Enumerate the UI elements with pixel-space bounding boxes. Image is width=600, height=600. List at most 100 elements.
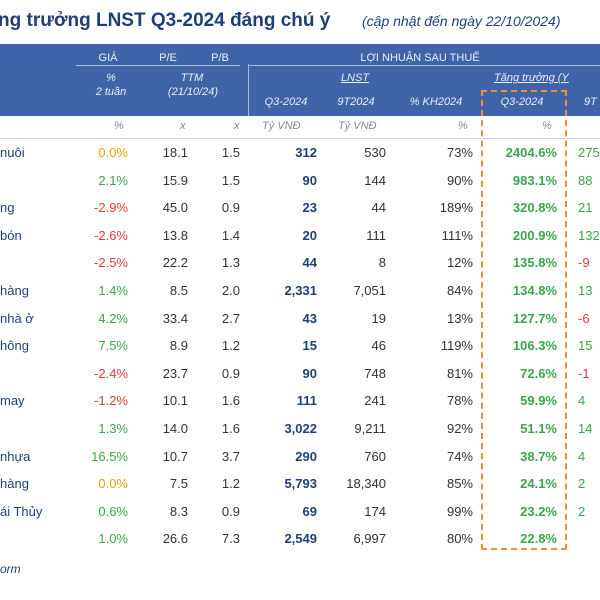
row-price-change: 1.4% <box>98 283 128 298</box>
header-gia-percent: % <box>106 72 116 84</box>
row-kh: 84% <box>446 283 473 298</box>
row-pe: 8.9 <box>169 338 188 354</box>
row-growth-9t: 14 <box>578 421 593 436</box>
row-pe: 10.1 <box>162 393 188 409</box>
row-name: ái Thủy <box>0 503 43 519</box>
table-row: ng -2.9% 45.0 0.9 23 44 189% 320.8% 21 <box>0 195 600 222</box>
header-gia: GIÁ <box>98 52 118 64</box>
row-pe: 8.3 <box>169 503 188 519</box>
header-kh: % KH2024 <box>409 96 463 108</box>
row-price-change: -2.6% <box>94 227 128 243</box>
row-name: bón <box>0 227 22 243</box>
row-kh: 99% <box>446 503 473 519</box>
row-pe: 26.6 <box>162 531 188 547</box>
row-pb: 0.9 <box>221 200 240 216</box>
row-lnst-q3: 69 <box>302 503 317 519</box>
row-growth-q3: 127.7% <box>512 310 557 326</box>
unit-gia: % <box>114 120 124 132</box>
row-pb: 1.5 <box>221 172 240 188</box>
row-kh: 80% <box>446 531 473 547</box>
row-lnst-9t: 9,211 <box>354 421 386 436</box>
row-price-change: -1.2% <box>94 393 128 409</box>
row-lnst-9t: 144 <box>364 172 386 188</box>
row-price-change: 0.6% <box>98 503 128 519</box>
row-pe: 22.2 <box>162 255 188 271</box>
row-pb: 1.6 <box>221 393 240 409</box>
title-subtitle: (cập nhật đến ngày 22/10/2024) <box>362 13 561 29</box>
row-lnst-9t: 174 <box>364 503 386 519</box>
row-lnst-9t: 748 <box>364 365 386 381</box>
table-row: hông 7.5% 8.9 1.2 15 46 119% 106.3% 15 <box>0 333 600 360</box>
header-pb: P/B <box>211 52 229 64</box>
row-price-change: 16.5% <box>91 448 128 464</box>
row-lnst-q3: 43 <box>302 310 317 326</box>
row-pb: 1.4 <box>221 227 240 243</box>
row-pe: 14.0 <box>162 421 188 436</box>
table-row: hàng 1.4% 8.5 2.0 2,331 7,051 84% 134.8% 13 <box>0 278 600 305</box>
table-row: bón -2.6% 13.8 1.4 20 111 111% 200.9% 132 <box>0 223 600 250</box>
row-pb: 1.6 <box>221 421 240 436</box>
row-growth-9t: 21 <box>578 200 593 216</box>
table-title: ng trưởng LNST Q3-2024 đáng chú ý (cập n… <box>0 4 600 36</box>
header-lnst: LNST <box>340 72 370 84</box>
row-growth-9t: 2 <box>578 476 586 492</box>
table-row: -2.4% 23.7 0.9 90 748 81% 72.6% -1 <box>0 361 600 388</box>
footer-note: orm <box>0 562 21 576</box>
row-pb: 1.2 <box>221 338 240 354</box>
row-price-change: -2.4% <box>94 365 128 381</box>
row-kh: 13% <box>446 310 473 326</box>
header-ttm-date: (21/10/24) <box>167 86 219 98</box>
row-growth-9t: -9 <box>578 255 590 271</box>
header-vline <box>248 64 249 116</box>
row-price-change: 2.1% <box>98 172 128 188</box>
row-kh: 81% <box>446 365 473 381</box>
unit-kh: % <box>458 120 468 132</box>
unit-pb: x <box>234 120 240 132</box>
header-9t: 9T2024 <box>337 96 375 108</box>
row-price-change: 1.3% <box>98 421 128 436</box>
units-row: % x x Tỷ VNĐ Tỷ VNĐ % % <box>0 116 600 139</box>
row-name: may <box>0 393 25 409</box>
row-growth-9t: -6 <box>578 310 590 326</box>
row-pb: 2.0 <box>221 283 240 298</box>
unit-q3: Tỷ VNĐ <box>262 120 301 132</box>
row-growth-q3: 72.6% <box>520 365 557 381</box>
row-lnst-9t: 8 <box>378 255 386 271</box>
row-lnst-q3: 90 <box>302 172 317 188</box>
row-lnst-9t: 19 <box>371 310 386 326</box>
row-growth-9t: 88 <box>578 172 593 188</box>
row-lnst-q3: 3,022 <box>284 421 317 436</box>
row-pe: 45.0 <box>162 200 188 216</box>
row-lnst-9t: 7,051 <box>353 283 386 298</box>
table-row: 1.3% 14.0 1.6 3,022 9,211 92% 51.1% 14 <box>0 416 600 443</box>
table-row: 2.1% 15.9 1.5 90 144 90% 983.1% 88 <box>0 168 600 195</box>
row-growth-q3: 24.1% <box>520 476 557 492</box>
row-price-change: -2.9% <box>94 200 128 216</box>
row-name: hàng <box>0 283 29 298</box>
row-pb: 7.3 <box>221 531 240 547</box>
row-lnst-9t: 18,340 <box>346 476 386 492</box>
header-divider-left <box>76 65 240 66</box>
row-price-change: 4.2% <box>98 310 128 326</box>
row-kh: 78% <box>446 393 473 409</box>
row-lnst-q3: 290 <box>295 448 317 464</box>
row-growth-q3: 135.8% <box>512 255 557 271</box>
row-price-change: -2.5% <box>94 255 128 271</box>
row-name: nhà ở <box>0 310 34 326</box>
row-growth-q3: 983.1% <box>512 172 557 188</box>
row-kh: 90% <box>446 172 473 188</box>
row-pb: 1.2 <box>221 476 240 492</box>
header-divider <box>248 65 600 66</box>
row-name: hông <box>0 338 29 354</box>
row-growth-9t: 275 <box>578 145 600 160</box>
row-growth-9t: 2 <box>578 503 586 519</box>
row-growth-9t: 13 <box>578 283 593 298</box>
table-header: GIÁ P/E P/B LỢI NHUẬN SAU THUẾ % 2 tuần … <box>0 44 600 116</box>
row-growth-9t: 4 <box>578 393 586 409</box>
row-growth-q3: 38.7% <box>520 448 557 464</box>
table-row: -2.5% 22.2 1.3 44 8 12% 135.8% -9 <box>0 250 600 277</box>
row-pe: 8.5 <box>169 283 188 298</box>
row-kh: 85% <box>446 476 473 492</box>
row-growth-9t: -1 <box>578 365 590 381</box>
row-lnst-q3: 44 <box>302 255 317 271</box>
